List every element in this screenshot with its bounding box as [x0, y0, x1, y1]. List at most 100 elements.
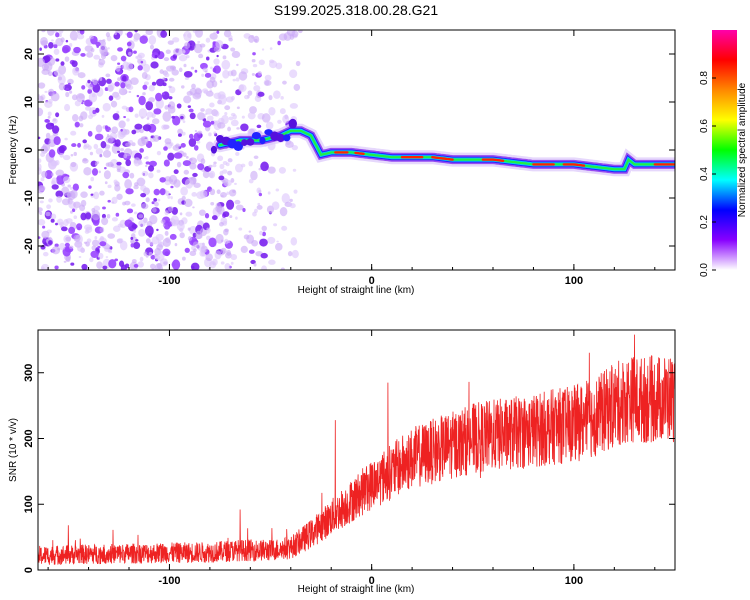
noise-blob	[38, 82, 46, 89]
noise-blob	[159, 188, 166, 196]
noise-blob	[259, 230, 263, 236]
noise-blob	[224, 181, 229, 187]
noise-blob	[53, 136, 61, 146]
noise-blob	[181, 256, 186, 261]
noise-blob	[90, 176, 95, 182]
noise-blob	[215, 40, 224, 48]
noise-blob	[58, 30, 64, 34]
noise-blob	[205, 253, 213, 262]
noise-blob	[182, 50, 186, 53]
noise-blob	[55, 112, 60, 118]
noise-blob	[260, 161, 269, 172]
noise-blob	[140, 192, 147, 198]
noise-blob	[291, 30, 299, 38]
noise-blob	[198, 53, 204, 59]
noise-blob	[98, 58, 106, 66]
noise-blob	[277, 40, 281, 46]
noise-blob	[264, 80, 272, 86]
track-blob	[283, 134, 291, 142]
noise-blob	[41, 170, 48, 178]
noise-blob	[90, 48, 95, 53]
noise-blob	[184, 178, 194, 189]
noise-blob	[92, 109, 97, 115]
noise-blob	[61, 186, 70, 196]
noise-blob	[81, 101, 84, 105]
noise-blob	[140, 185, 147, 192]
noise-blob	[261, 48, 265, 51]
noise-blob	[145, 197, 150, 203]
noise-blob	[112, 225, 121, 232]
noise-blob	[179, 232, 185, 239]
noise-blob	[155, 78, 165, 87]
noise-blob	[153, 198, 158, 202]
noise-blob	[262, 231, 267, 237]
noise-blob	[238, 71, 248, 81]
noise-blob	[232, 78, 237, 82]
noise-blob	[50, 92, 60, 102]
track-blob	[233, 141, 244, 152]
y-tick-label: 100	[23, 495, 35, 513]
noise-blob	[104, 87, 109, 92]
noise-blob	[141, 170, 149, 177]
noise-blob	[125, 62, 134, 71]
x-tick-label: 100	[565, 575, 583, 587]
noise-blob	[209, 102, 215, 108]
noise-blob	[162, 238, 171, 247]
noise-blob	[104, 51, 110, 56]
noise-blob	[180, 115, 184, 120]
noise-blob	[145, 30, 153, 36]
noise-blob	[248, 34, 255, 43]
noise-blob	[236, 106, 240, 110]
noise-blob	[206, 227, 210, 232]
noise-blob	[188, 138, 197, 147]
noise-blob	[114, 32, 117, 36]
noise-blob	[87, 145, 92, 151]
noise-blob	[64, 137, 68, 141]
noise-blob	[89, 35, 94, 40]
noise-blob	[104, 146, 110, 151]
noise-blob	[55, 222, 58, 226]
noise-blob	[221, 59, 231, 70]
noise-blob	[73, 37, 78, 41]
track-blob	[259, 137, 266, 145]
noise-blob	[172, 66, 177, 71]
noise-blob	[112, 113, 120, 121]
noise-blob	[67, 184, 72, 188]
noise-blob	[44, 170, 53, 180]
noise-blob	[224, 105, 231, 111]
track-hot-segment	[431, 156, 454, 161]
noise-blob	[269, 47, 273, 50]
noise-blob	[101, 217, 109, 226]
noise-blob	[213, 110, 220, 117]
noise-blob	[83, 166, 92, 176]
noise-blob	[64, 103, 71, 112]
noise-blob	[150, 263, 156, 269]
noise-blob	[94, 163, 98, 166]
noise-blob	[59, 152, 64, 158]
y-tick-label: 300	[23, 364, 35, 382]
noise-blob	[189, 112, 196, 120]
noise-blob	[213, 65, 221, 74]
noise-blob	[195, 230, 203, 240]
noise-blob	[46, 204, 52, 210]
noise-blob	[143, 156, 147, 160]
noise-blob	[196, 191, 205, 200]
noise-blob	[97, 245, 101, 249]
noise-blob	[183, 63, 187, 68]
noise-blob	[295, 60, 301, 67]
noise-blob	[48, 159, 57, 170]
noise-blob	[58, 242, 66, 251]
noise-blob	[40, 266, 45, 270]
noise-blob	[121, 75, 127, 82]
noise-blob	[248, 249, 255, 254]
noise-blob	[196, 242, 206, 252]
noise-blob	[134, 113, 139, 118]
noise-blob	[232, 114, 237, 120]
noise-blob	[202, 170, 210, 179]
noise-blob	[73, 201, 81, 209]
noise-blob	[151, 201, 155, 205]
noise-blob	[183, 30, 192, 42]
noise-blob	[194, 69, 198, 73]
